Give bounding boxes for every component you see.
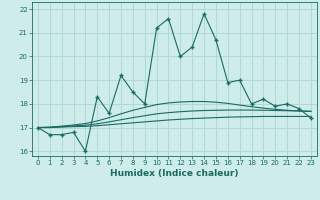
X-axis label: Humidex (Indice chaleur): Humidex (Indice chaleur) bbox=[110, 169, 239, 178]
